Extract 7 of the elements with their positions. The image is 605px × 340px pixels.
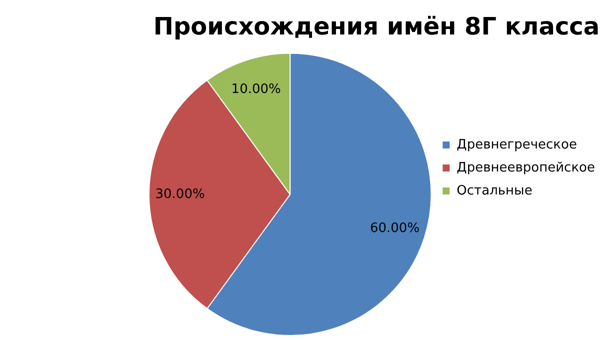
data-label: 10.00% (231, 82, 281, 98)
data-label: 30.00% (155, 186, 205, 202)
legend-label: Древнегреческое (456, 137, 577, 152)
legend-label: Древнеевропейское (456, 160, 595, 176)
data-label: 60.00% (370, 220, 420, 236)
legend-label: Остальные (456, 183, 532, 198)
chart-title: Происхождения имён 8Г класса (153, 12, 600, 41)
